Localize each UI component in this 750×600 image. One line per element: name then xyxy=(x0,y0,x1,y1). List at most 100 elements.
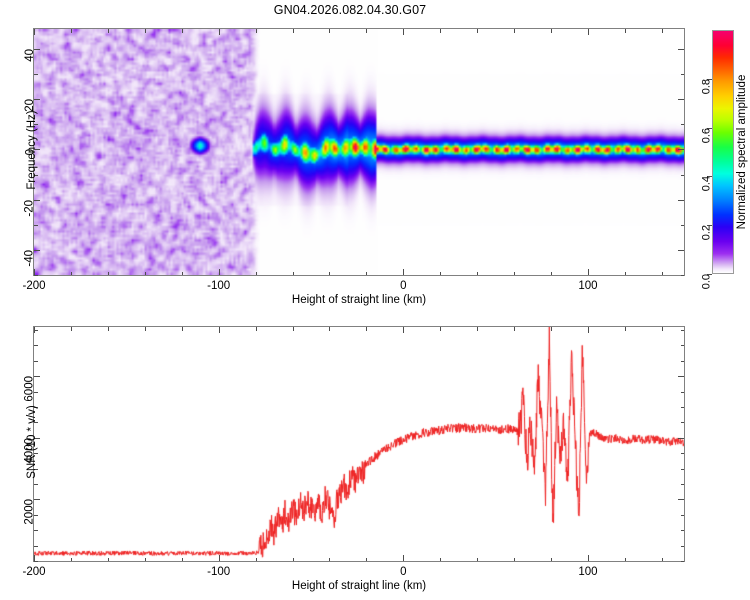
axis-tick xyxy=(551,327,553,331)
axis-tick xyxy=(403,327,405,333)
axis-tick xyxy=(680,74,684,76)
colorbar-tick xyxy=(707,78,712,80)
axis-tick xyxy=(440,271,442,275)
axis-tick xyxy=(514,271,516,275)
colorbar-tick xyxy=(707,127,712,129)
axis-tick xyxy=(680,124,684,126)
axis-tick xyxy=(144,327,146,331)
axis-tick xyxy=(680,345,684,347)
axis-tick xyxy=(403,555,405,561)
colorbar-tick xyxy=(707,225,712,227)
axis-tick xyxy=(440,29,442,33)
axis-tick xyxy=(34,74,38,76)
figure-title: GN04.2026.082.04.30.G07 xyxy=(273,3,427,17)
axis-tick-label: 40 xyxy=(24,49,36,62)
axis-tick xyxy=(34,149,40,151)
colorbar-tick-label: 0.0 xyxy=(700,274,712,290)
axis-tick xyxy=(551,29,553,33)
axis-tick xyxy=(70,327,72,331)
axis-tick xyxy=(34,391,38,393)
axis-tick xyxy=(678,499,684,501)
axis-tick xyxy=(440,557,442,561)
colorbar-tick xyxy=(707,274,712,275)
axis-tick xyxy=(34,99,40,101)
snr-x-axis-title: Height of straight line (km) xyxy=(291,580,427,592)
axis-tick xyxy=(34,514,38,516)
axis-tick xyxy=(292,557,294,561)
axis-tick xyxy=(678,437,684,439)
axis-tick xyxy=(292,271,294,275)
axis-tick xyxy=(551,557,553,561)
axis-tick xyxy=(661,557,663,561)
axis-tick-label: -100 xyxy=(207,566,231,578)
axis-tick xyxy=(34,453,38,455)
axis-tick xyxy=(144,271,146,275)
axis-tick xyxy=(680,224,684,226)
axis-tick xyxy=(403,269,405,275)
axis-tick xyxy=(34,407,38,409)
axis-tick xyxy=(680,330,684,332)
axis-tick xyxy=(624,327,626,331)
snr-y-axis-title: SNR (10 * v/v) xyxy=(26,405,38,479)
axis-tick-label: -20 xyxy=(24,199,36,217)
axis-tick xyxy=(144,29,146,33)
snr-trace xyxy=(34,327,684,561)
colorbar-ticks: 0.0 0.2 0.4 0.6 0.8 xyxy=(700,30,734,289)
axis-tick xyxy=(255,29,257,33)
axis-tick xyxy=(678,199,684,201)
axis-tick xyxy=(587,555,589,561)
axis-tick xyxy=(587,269,589,275)
axis-tick xyxy=(680,468,684,470)
axis-tick xyxy=(551,271,553,275)
axis-tick xyxy=(366,271,368,275)
axis-tick xyxy=(292,327,294,331)
axis-tick xyxy=(255,327,257,331)
axis-tick xyxy=(680,514,684,516)
colorbar-tick-label: 0.2 xyxy=(700,225,712,241)
axis-tick xyxy=(680,530,684,532)
axis-tick xyxy=(514,29,516,33)
axis-tick xyxy=(34,327,35,333)
axis-tick xyxy=(218,269,220,275)
axis-tick xyxy=(70,557,72,561)
axis-tick xyxy=(181,29,183,33)
axis-tick xyxy=(366,29,368,33)
axis-tick xyxy=(329,557,331,561)
axis-tick xyxy=(329,29,331,33)
axis-tick xyxy=(329,271,331,275)
axis-tick xyxy=(292,29,294,33)
colorbar-tick-label: 0.6 xyxy=(700,127,712,143)
axis-tick xyxy=(477,557,479,561)
axis-tick xyxy=(680,453,684,455)
axis-tick xyxy=(34,422,38,424)
axis-tick xyxy=(34,199,40,201)
axis-tick-label: 100 xyxy=(578,280,598,292)
axis-tick xyxy=(218,327,220,333)
axis-tick xyxy=(34,468,38,470)
axis-tick xyxy=(255,271,257,275)
axis-tick xyxy=(34,249,40,251)
axis-tick xyxy=(34,561,38,562)
axis-tick-label: 0 xyxy=(400,280,407,292)
spectrogram-x-axis-title: Height of straight line (km) xyxy=(291,294,427,306)
axis-tick xyxy=(144,557,146,561)
axis-tick xyxy=(680,174,684,176)
axis-tick xyxy=(329,327,331,331)
spectrogram-panel: -40 -20 0 20 40 -200 -100 0 100 Frequency (Hz) H… xyxy=(22,28,685,306)
axis-tick xyxy=(678,49,684,51)
axis-tick xyxy=(678,249,684,251)
axis-tick xyxy=(514,327,516,331)
axis-tick xyxy=(34,545,38,547)
axis-tick xyxy=(366,327,368,331)
colorbar-tick-label: 0.8 xyxy=(700,78,712,95)
axis-tick xyxy=(34,49,40,51)
snr-panel: 2000 4000 6000 -200 -100 0 100 SNR (10 * v/v) … xyxy=(22,326,685,592)
axis-tick xyxy=(34,174,38,176)
axis-tick-label: -200 xyxy=(22,280,46,292)
axis-tick xyxy=(680,275,684,276)
axis-tick xyxy=(34,555,35,561)
colorbar-gradient xyxy=(712,30,734,274)
axis-tick-label: -200 xyxy=(22,566,46,578)
axis-tick-label: 100 xyxy=(578,566,598,578)
